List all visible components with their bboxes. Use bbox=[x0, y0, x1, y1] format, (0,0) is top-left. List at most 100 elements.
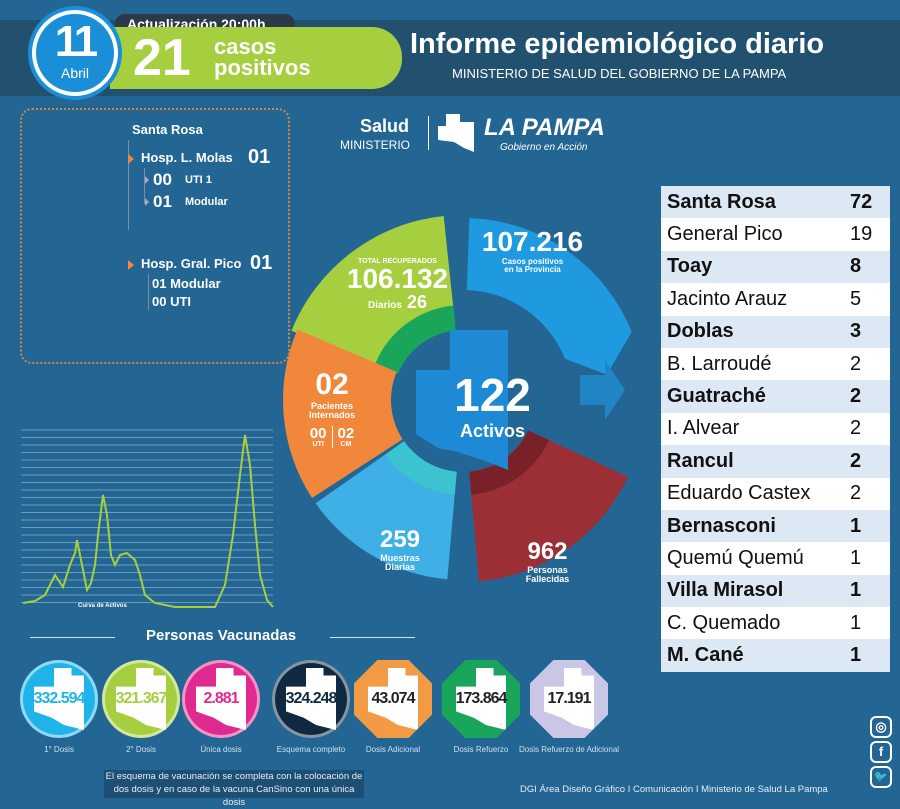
locality-count: 1 bbox=[850, 579, 862, 602]
date-month: Abril bbox=[60, 65, 89, 81]
new-cases-pill bbox=[110, 27, 402, 89]
table-row: Bernasconi 1 bbox=[661, 509, 890, 543]
locality-count: 1 bbox=[850, 611, 862, 634]
vaccines-title: Personas Vacunadas bbox=[146, 627, 297, 644]
uti-value: 00 bbox=[309, 425, 327, 442]
active-curve-line bbox=[22, 434, 274, 608]
locality-count: 1 bbox=[850, 514, 862, 537]
locality-name: Villa Mirasol bbox=[667, 579, 784, 602]
samples-value: 259 bbox=[379, 526, 421, 553]
vaccination-note: El esquema de vacunación se completa con… bbox=[104, 770, 364, 808]
new-cases-label: casos positivos bbox=[214, 36, 311, 79]
twitter-icon[interactable]: 🐦 bbox=[870, 766, 892, 788]
vaccine-badge: 2.881 bbox=[182, 660, 260, 738]
credits: DGI Área Diseño Gráfico I Comunicación I… bbox=[520, 784, 828, 795]
vaccine-badge: 332.594 bbox=[20, 660, 98, 738]
samples-label-1: Muestras bbox=[380, 553, 420, 563]
positives-value: 107.216 bbox=[481, 226, 584, 257]
page-title: Informe epidemiológico diario bbox=[410, 28, 825, 60]
table-row: General Pico 19 bbox=[661, 218, 890, 251]
locality-name: Bernasconi bbox=[667, 514, 776, 537]
page-subtitle: MINISTERIO DE SALUD DEL GOBIERNO DE LA P… bbox=[452, 66, 787, 81]
segment-deaths-inner bbox=[469, 430, 550, 495]
locality-count: 2 bbox=[850, 385, 862, 408]
pico-total: 01 bbox=[250, 252, 273, 274]
locality-count: 1 bbox=[850, 644, 862, 667]
localities-table: Santa Rosa 72 General Pico 19 Toay 8 Jacinto A… bbox=[661, 186, 890, 672]
locality-name: I. Alvear bbox=[667, 417, 740, 440]
locality-name: Santa Rosa bbox=[667, 190, 776, 213]
segment-positives bbox=[466, 218, 632, 375]
vaccine-label: Dosis Refuerzo de Adicional bbox=[519, 745, 620, 754]
table-row: I. Alvear 2 bbox=[661, 412, 890, 446]
logo-brand: LA PAMPA bbox=[484, 114, 605, 141]
molas-mod-count: 01 bbox=[153, 192, 172, 211]
locality-count: 3 bbox=[850, 320, 862, 343]
logo-tagline: Gobierno en Acción bbox=[500, 142, 588, 153]
arrow-right-icon bbox=[580, 360, 625, 420]
vaccine-badge: 321.367 bbox=[102, 660, 180, 738]
vaccine-badge: 17.191 bbox=[530, 660, 608, 738]
daily-label: Diarios bbox=[368, 300, 402, 311]
locality-name: Jacinto Arauz bbox=[667, 287, 788, 310]
vaccine-count: 332.594 bbox=[33, 690, 86, 707]
instagram-icon[interactable]: ◎ bbox=[870, 716, 892, 738]
segment-hospitalized bbox=[283, 329, 403, 499]
locality-name: Rancul bbox=[667, 449, 734, 472]
locality-name: Guatraché bbox=[667, 385, 766, 408]
note-line-2: dos dosis y en caso de la vacuna CanSino… bbox=[113, 784, 355, 808]
curve-label: Curva de Activos bbox=[78, 603, 127, 609]
deaths-label-2: Fallecidas bbox=[525, 574, 570, 584]
daily-recovered: 26 bbox=[406, 292, 427, 312]
table-row: Quemú Quemú 1 bbox=[661, 542, 890, 575]
vaccine-badge: 324.248 bbox=[272, 660, 350, 738]
logo-ministerio: MINISTERIO bbox=[340, 138, 411, 152]
locality-count: 19 bbox=[850, 223, 873, 246]
positives-label-1: Casos positivos bbox=[501, 257, 564, 266]
uti-label: UTI bbox=[312, 441, 324, 448]
city-label: Santa Rosa bbox=[132, 122, 203, 137]
logo-salud: Salud bbox=[360, 116, 410, 136]
active-label: Activos bbox=[459, 421, 526, 441]
active-value: 122 bbox=[454, 369, 531, 421]
table-row: Villa Mirasol 1 bbox=[661, 574, 890, 608]
deaths-value: 962 bbox=[527, 538, 568, 565]
facebook-icon[interactable]: f bbox=[870, 741, 892, 763]
hospital-panel: Santa Rosa Hosp. L. Molas 01 00 UTI 1 01… bbox=[20, 108, 290, 364]
locality-count: 1 bbox=[850, 546, 862, 569]
vaccine-label: Esquema completo bbox=[276, 745, 346, 754]
samples-label-2: Diarias bbox=[384, 562, 416, 572]
locality-name: B. Larroudé bbox=[667, 352, 772, 375]
table-row: Jacinto Arauz 5 bbox=[661, 283, 890, 316]
pico-name: Hosp. Gral. Pico bbox=[141, 256, 242, 271]
vaccine-count: 173.864 bbox=[455, 690, 508, 707]
vaccine-label: 2° Dosis bbox=[126, 745, 156, 754]
deaths-label-1: Personas bbox=[527, 565, 568, 575]
locality-name: C. Quemado bbox=[667, 611, 781, 634]
positives-block: 107.216 Casos positivos en la Provincia bbox=[470, 228, 595, 274]
deaths-block: 962 Personas Fallecidas bbox=[500, 540, 595, 584]
samples-block: 259 Muestras Diarias bbox=[350, 528, 450, 572]
locality-name: Toay bbox=[667, 255, 713, 278]
hospitalized-block: 02 Pacientes Internados 00 UTI 02 CM bbox=[293, 370, 371, 448]
province-map-icon bbox=[416, 330, 508, 470]
hospitalized-value: 02 bbox=[315, 368, 349, 401]
ministry-logo: Salud MINISTERIO LA PAMPA Gobierno en Ac… bbox=[340, 112, 630, 162]
locality-count: 2 bbox=[850, 352, 862, 375]
active-block: 122 Activos bbox=[425, 372, 560, 440]
vaccine-badge: 173.864 bbox=[442, 660, 520, 738]
vaccine-count: 17.191 bbox=[547, 690, 592, 707]
recovered-label: TOTAL RECUPERADOS bbox=[358, 258, 437, 265]
vaccine-badge: 43.074 bbox=[354, 660, 432, 738]
vaccine-count: 43.074 bbox=[371, 690, 416, 707]
table-row: Rancul 2 bbox=[661, 445, 890, 478]
locality-name: M. Cané bbox=[667, 644, 744, 667]
locality-count: 2 bbox=[850, 449, 862, 472]
province-emblem-icon bbox=[438, 114, 474, 152]
donut-outer-ring bbox=[271, 383, 278, 384]
locality-count: 2 bbox=[850, 482, 862, 505]
recovered-value: 106.132 bbox=[346, 263, 449, 294]
segment-samples-inner bbox=[385, 441, 457, 495]
locality-count: 8 bbox=[850, 255, 862, 278]
